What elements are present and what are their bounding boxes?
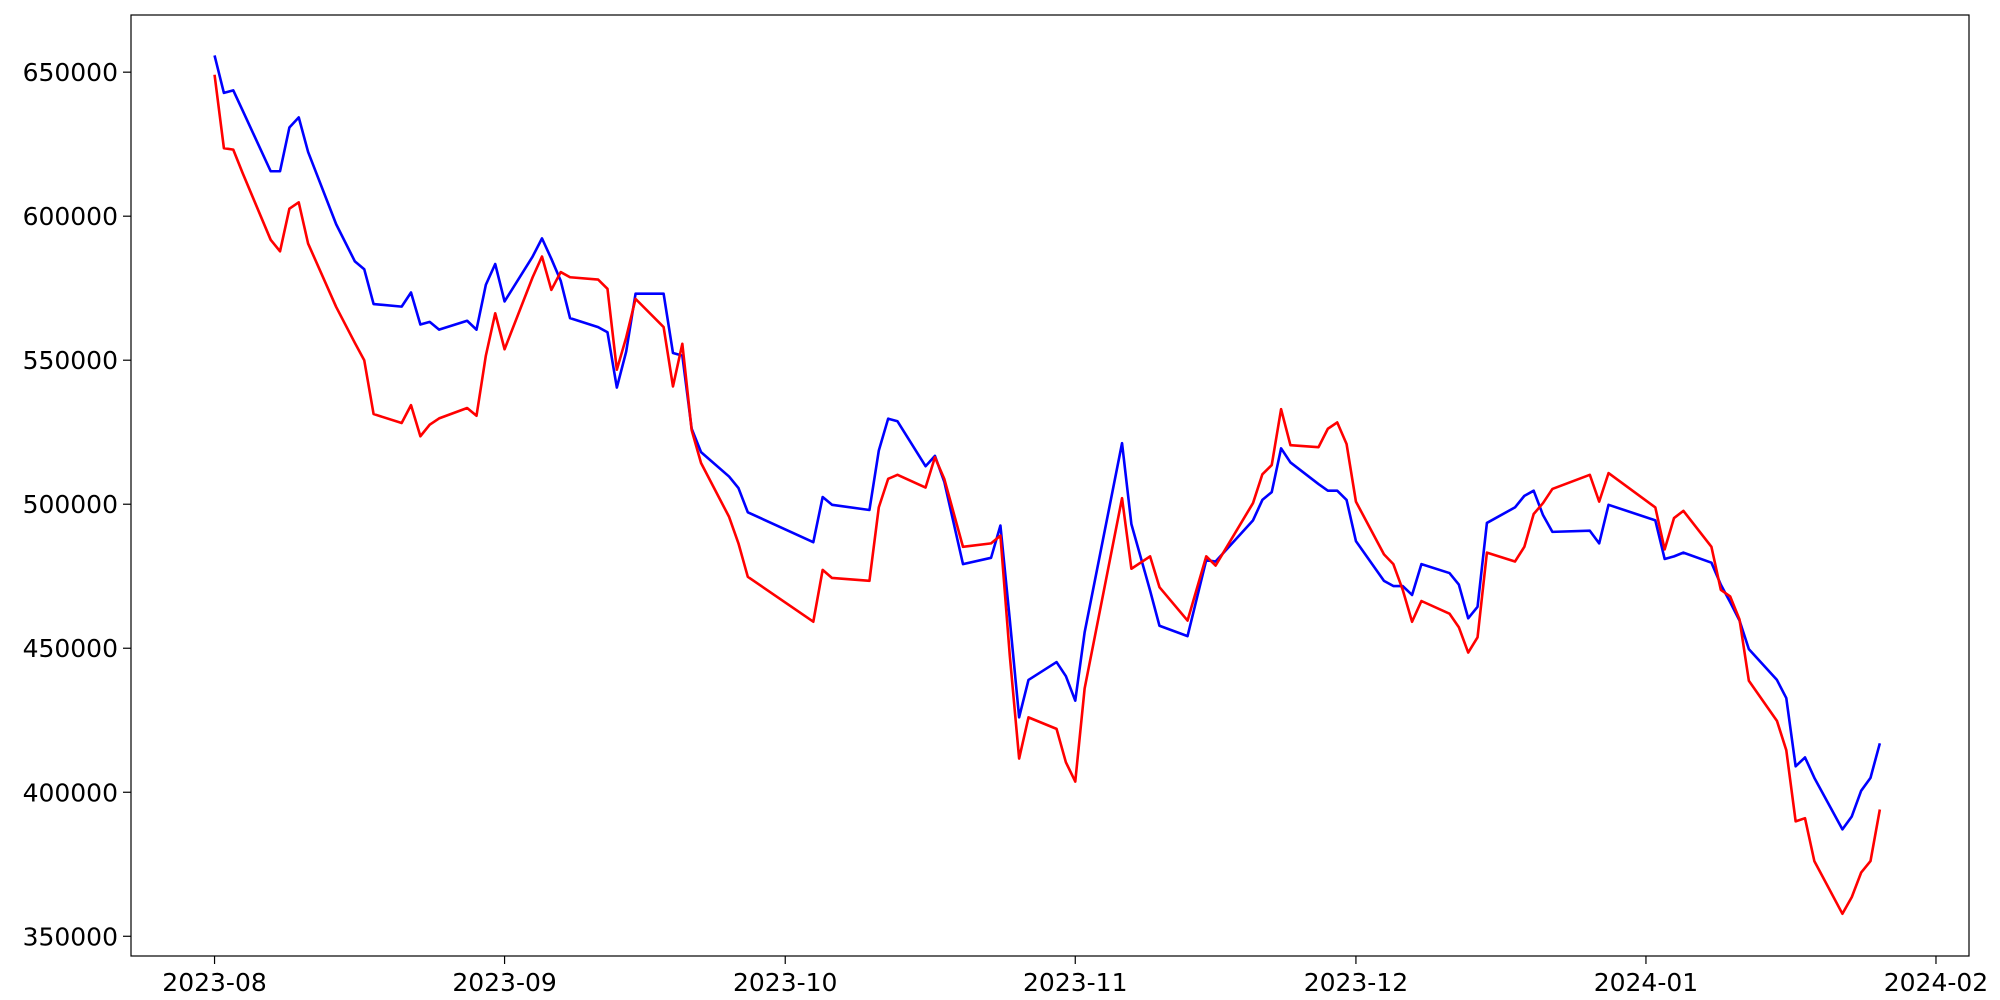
y-tick-label: 650000: [23, 58, 118, 87]
y-tick-label: 500000: [23, 490, 118, 519]
x-tick-label: 2023-09: [452, 968, 556, 997]
y-tick-label: 600000: [23, 202, 118, 231]
series-line: [213, 74, 1882, 916]
x-tick-label: 2023-12: [1304, 968, 1408, 997]
x-tick-label: 2023-11: [1023, 968, 1127, 997]
x-tick-label: 2024-01: [1594, 968, 1698, 997]
y-tick-label: 400000: [23, 778, 118, 807]
x-tick-label: 2023-08: [162, 968, 266, 997]
x-tick-label: 2024-02: [1884, 968, 1988, 997]
y-tick-label: 450000: [23, 634, 118, 663]
series-line: [213, 55, 1882, 831]
plot-frame: [130, 14, 1970, 957]
x-tick-label: 2023-10: [733, 968, 837, 997]
y-tick-label: 350000: [23, 922, 118, 951]
y-tick-label: 550000: [23, 346, 118, 375]
